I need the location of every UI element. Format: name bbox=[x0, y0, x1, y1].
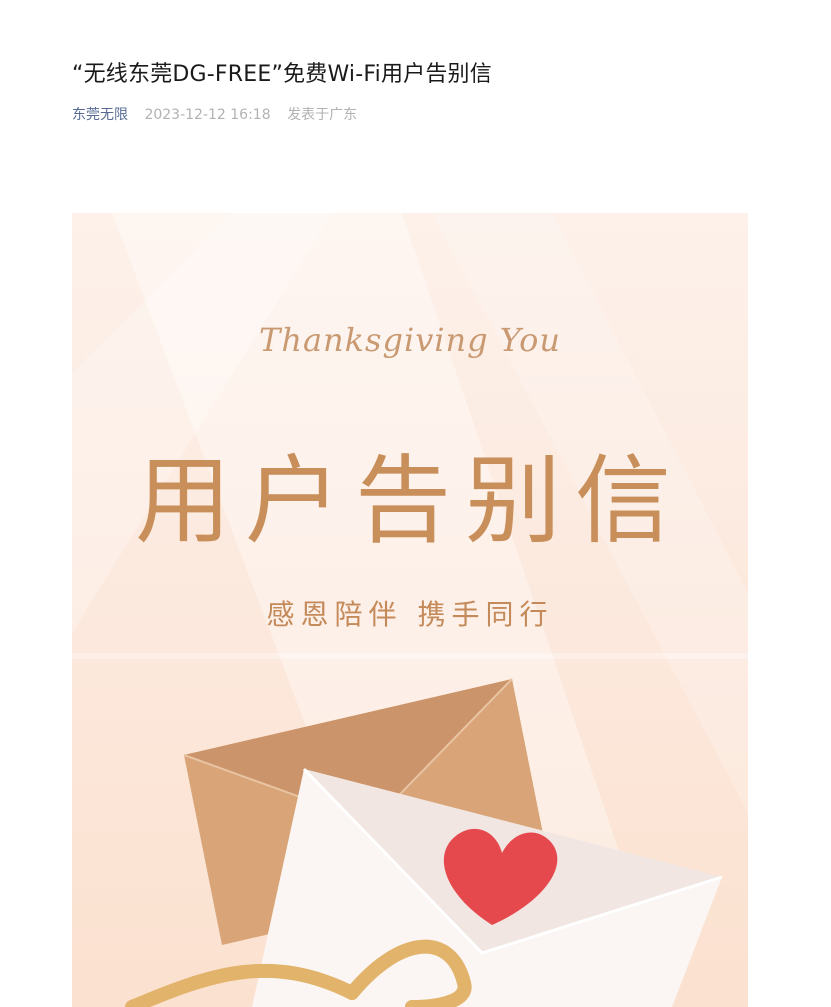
heart-icon bbox=[443, 828, 558, 925]
poster-subtitle: 感恩陪伴 携手同行 bbox=[266, 598, 554, 631]
article-meta: 东莞无限 2023-12-12 16:18 发表于广东 bbox=[72, 104, 357, 124]
ribbon-icon bbox=[125, 939, 472, 1007]
publish-location: 发表于广东 bbox=[287, 107, 358, 123]
poster-script-text: Thanksgiving You bbox=[259, 321, 561, 359]
article-title: “无线东莞DG-FREE”免费Wi-Fi用户告别信 bbox=[72, 62, 492, 87]
poster-image: Thanksgiving You 用户告别信 感恩陪伴 携手同行 bbox=[72, 213, 748, 1007]
poster-background bbox=[72, 213, 748, 1007]
author-link[interactable]: 东莞无限 bbox=[72, 107, 128, 123]
poster-headline: 用户告别信 bbox=[135, 445, 685, 557]
publish-datetime: 2023-12-12 16:18 bbox=[144, 107, 271, 123]
